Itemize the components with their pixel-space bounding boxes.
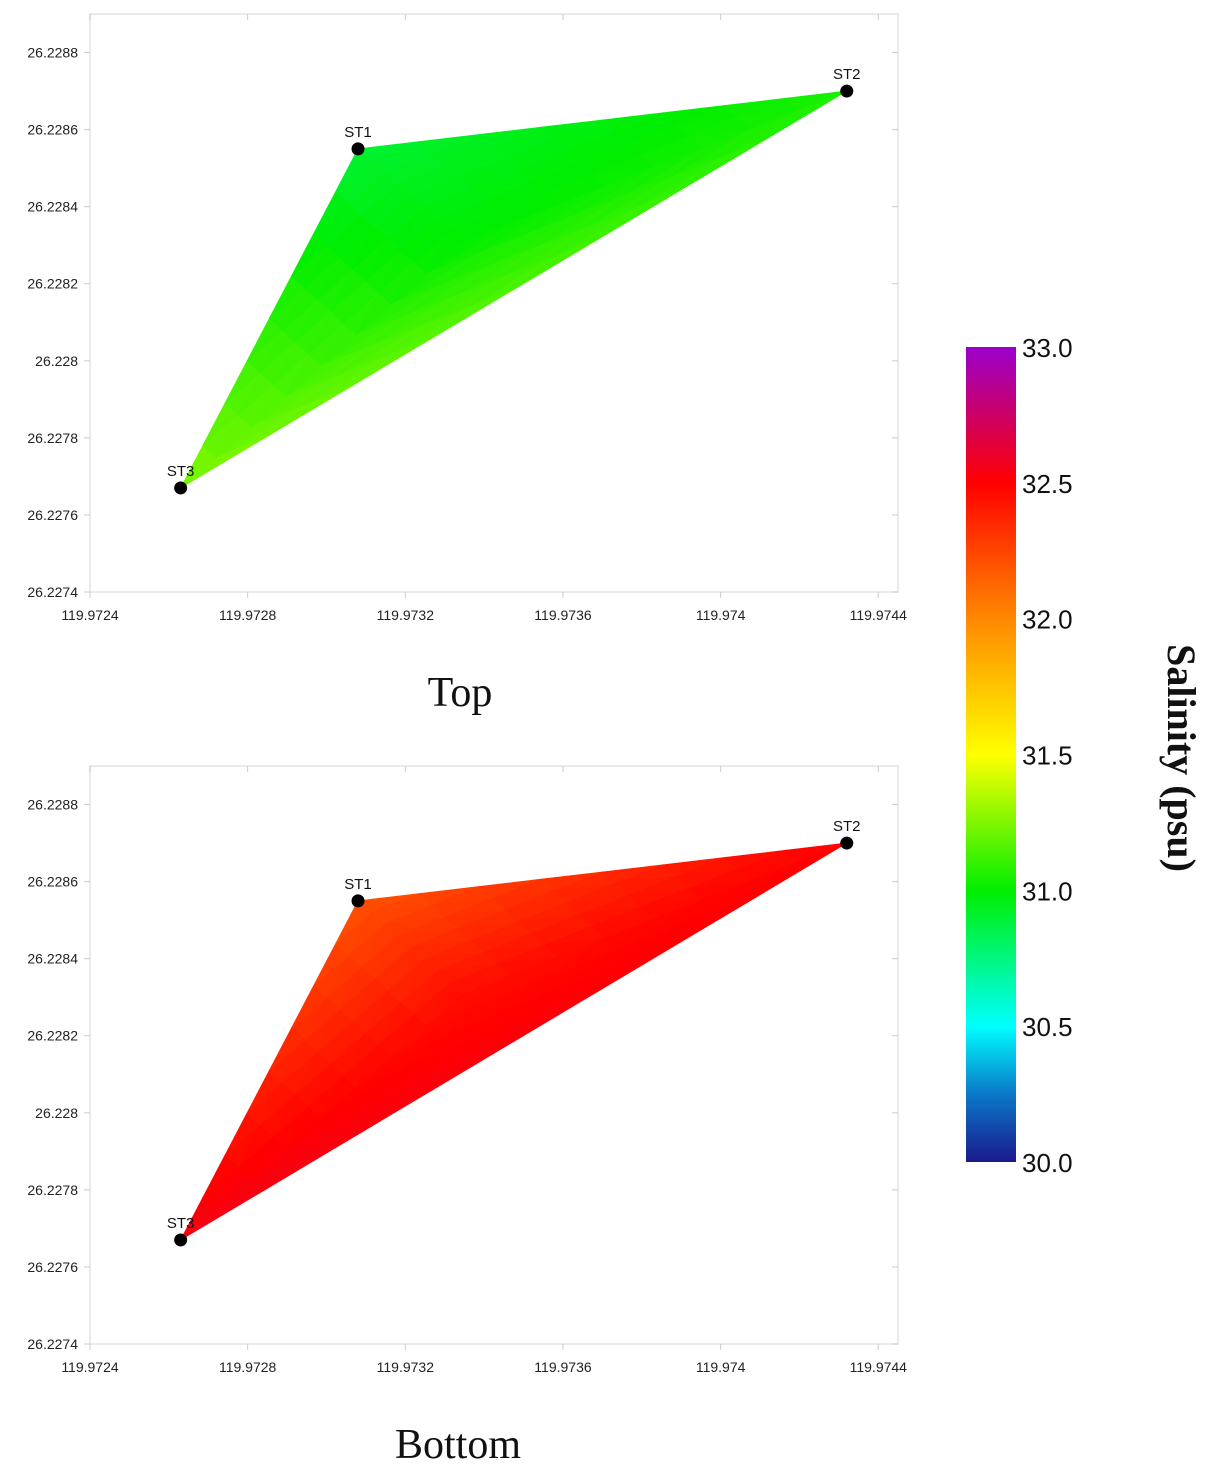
x-tick-label: 119.9744 <box>850 1359 908 1375</box>
y-tick-label: 26.228 <box>35 1105 78 1121</box>
x-tick-label: 119.9736 <box>534 1359 592 1375</box>
station-label-st2: ST2 <box>833 66 861 83</box>
salinity-cell <box>335 900 372 944</box>
salinity-cell <box>400 207 437 251</box>
axis-ticks-top: 119.9724 119.9728 119.9732 119.9736 119.974 1… <box>27 14 907 623</box>
colorbar-tick-label: 32.0 <box>1022 605 1073 635</box>
salinity-cell <box>413 970 450 1014</box>
salinity-cell <box>400 959 437 1003</box>
axis-ticks-bottom: 119.9724 119.9728 119.9732 119.9736 119.974 1… <box>27 766 907 1375</box>
stations-bottom: ST1 ST2 ST3 <box>167 818 861 1247</box>
station-label-st2: ST2 <box>833 818 861 835</box>
salinity-cell <box>413 218 450 262</box>
y-tick-label: 26.2282 <box>27 1028 78 1044</box>
colorbar-gradient <box>966 347 1016 1162</box>
station-marker-st1 <box>351 894 365 908</box>
colorbar: 30.0 30.5 31.0 31.5 32.0 32.5 33.0 Salinity (p… <box>966 333 1204 1178</box>
y-tick-label: 26.2276 <box>27 1259 78 1275</box>
x-tick-label: 119.9744 <box>850 607 908 623</box>
station-label-st1: ST1 <box>344 124 372 141</box>
salinity-cell <box>361 171 398 216</box>
y-tick-label: 26.2288 <box>27 797 78 813</box>
salinity-cell <box>348 912 385 956</box>
station-marker-st3 <box>174 481 188 495</box>
x-tick-label: 119.9728 <box>219 1359 277 1375</box>
panel-caption-top: Top <box>428 670 493 716</box>
colorbar-tick-label: 30.5 <box>1022 1012 1073 1042</box>
colorbar-tick-label: 31.0 <box>1022 876 1073 906</box>
y-tick-label: 26.2284 <box>27 951 78 967</box>
salinity-cell <box>426 982 463 1026</box>
colorbar-tick-label: 31.5 <box>1022 741 1073 771</box>
y-tick-label: 26.2286 <box>27 122 78 138</box>
salinity-field-bottom <box>180 842 848 1241</box>
x-tick-label: 119.9732 <box>377 1359 435 1375</box>
x-tick-label: 119.9728 <box>219 607 277 623</box>
x-tick-label: 119.974 <box>696 1359 746 1375</box>
salinity-cell <box>374 935 411 979</box>
panel-bottom: 119.9724 119.9728 119.9732 119.9736 119.974 1… <box>27 765 907 1466</box>
y-tick-label: 26.2278 <box>27 430 78 446</box>
y-tick-label: 26.2274 <box>27 1336 78 1352</box>
stations-top: ST1 ST2 ST3 <box>167 66 861 495</box>
plot-frame-bottom <box>89 765 899 1345</box>
station-marker-st3 <box>174 1233 188 1247</box>
colorbar-tick-label: 32.5 <box>1022 469 1073 499</box>
x-tick-label: 119.9732 <box>377 607 435 623</box>
plot-frame-top <box>89 13 899 593</box>
y-tick-label: 26.2284 <box>27 199 78 215</box>
panel-caption-bottom: Bottom <box>395 1422 521 1466</box>
x-tick-label: 119.9724 <box>61 607 119 623</box>
x-tick-label: 119.974 <box>696 607 746 623</box>
x-tick-label: 119.9736 <box>534 607 592 623</box>
salinity-cell <box>374 183 411 227</box>
salinity-field-top <box>180 90 848 489</box>
salinity-cell <box>348 160 385 204</box>
salinity-cell <box>361 923 398 968</box>
y-tick-label: 26.2286 <box>27 874 78 890</box>
y-tick-label: 26.228 <box>35 353 78 369</box>
station-label-st3: ST3 <box>167 463 195 480</box>
station-label-st3: ST3 <box>167 1215 195 1232</box>
panel-top: 119.9724 119.9728 119.9732 119.9736 119.974 1… <box>27 13 907 716</box>
y-tick-label: 26.2282 <box>27 276 78 292</box>
colorbar-title: Salinity (psu) <box>1159 644 1204 872</box>
salinity-cell <box>387 947 424 991</box>
salinity-cell <box>387 195 424 239</box>
colorbar-tick-label: 33.0 <box>1022 333 1073 363</box>
station-marker-st1 <box>351 142 365 156</box>
x-tick-label: 119.9724 <box>61 1359 119 1375</box>
station-label-st1: ST1 <box>344 876 372 893</box>
colorbar-tick-label: 30.0 <box>1022 1148 1073 1178</box>
salinity-cell <box>335 148 372 192</box>
salinity-cell <box>426 230 463 274</box>
y-tick-label: 26.2278 <box>27 1182 78 1198</box>
station-marker-st2 <box>840 836 854 850</box>
y-tick-label: 26.2288 <box>27 45 78 61</box>
y-tick-label: 26.2276 <box>27 507 78 523</box>
station-marker-st2 <box>840 84 854 98</box>
y-tick-label: 26.2274 <box>27 584 78 600</box>
colorbar-ticks: 30.0 30.5 31.0 31.5 32.0 32.5 33.0 <box>1022 333 1073 1178</box>
